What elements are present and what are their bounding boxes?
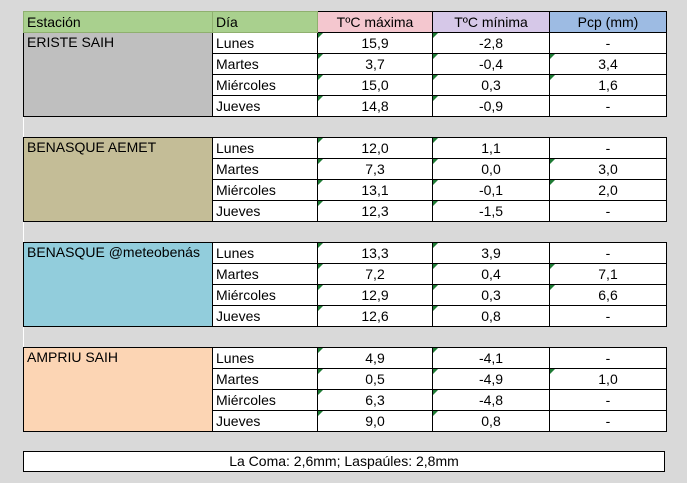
pcp-cell[interactable]: 1,6: [549, 74, 667, 96]
pcp-cell[interactable]: 3,0: [549, 158, 667, 180]
pcp-cell[interactable]: -: [549, 242, 667, 264]
tmin-cell[interactable]: 0,0: [432, 158, 550, 180]
table-row: Jueves 9,0 0,8-: [24, 410, 667, 432]
tmax-cell[interactable]: 12,9: [317, 284, 433, 306]
table-row: Miércoles 12,9 0,3 6,6: [24, 284, 667, 306]
pcp-cell[interactable]: 7,1: [549, 263, 667, 285]
weather-table: Estación Día TºC máxima TºC mínima Pcp (…: [23, 11, 667, 432]
pcp-cell[interactable]: -: [549, 389, 667, 411]
tmax-cell[interactable]: 13,1: [317, 179, 433, 201]
tmax-cell[interactable]: 15,9: [317, 32, 433, 54]
table-row: Martes 3,7 -0,4 3,4: [24, 53, 667, 75]
tmin-cell[interactable]: 0,8: [432, 410, 550, 432]
day-cell[interactable]: Miércoles: [212, 74, 318, 96]
tmax-cell[interactable]: 4,9: [317, 347, 433, 369]
table-row: Martes 7,2 0,4 7,1: [24, 263, 667, 285]
pcp-cell[interactable]: -: [549, 95, 667, 117]
day-cell[interactable]: Miércoles: [212, 284, 318, 306]
pcp-cell[interactable]: -: [549, 137, 667, 159]
pcp-cell[interactable]: 1,0: [549, 368, 667, 390]
tmax-cell[interactable]: 15,0: [317, 74, 433, 96]
spacer-cell: [23, 221, 667, 243]
tmin-cell[interactable]: 0,3: [432, 284, 550, 306]
tmin-cell[interactable]: 0,4: [432, 263, 550, 285]
tmax-cell[interactable]: 0,5: [317, 368, 433, 390]
station-name-cell[interactable]: BENASQUE AEMET: [23, 137, 213, 222]
tmin-cell[interactable]: 0,3: [432, 74, 550, 96]
tmax-cell[interactable]: 7,2: [317, 263, 433, 285]
tmin-cell[interactable]: 1,1: [432, 137, 550, 159]
day-cell[interactable]: Jueves: [212, 95, 318, 117]
pcp-cell[interactable]: 2,0: [549, 179, 667, 201]
tmax-cell[interactable]: 14,8: [317, 95, 433, 117]
spacer-row: [23, 221, 667, 243]
station-name-cell[interactable]: AMPRIU SAIH: [23, 347, 213, 432]
table-body: ERISTE SAIH Lunes 15,9 -2,8- Martes 3,7 -0,4 3,…: [23, 32, 667, 432]
pcp-cell[interactable]: -: [549, 305, 667, 327]
table-row: Miércoles 6,3 -4,8-: [24, 389, 667, 411]
spacer-cell: [23, 116, 667, 138]
table-row: Jueves 14,8 -0,9-: [24, 95, 667, 117]
tmin-cell[interactable]: -0,1: [432, 179, 550, 201]
pcp-cell[interactable]: 3,4: [549, 53, 667, 75]
header-tmax[interactable]: TºC máxima: [317, 11, 433, 33]
day-cell[interactable]: Martes: [212, 158, 318, 180]
tmax-cell[interactable]: 9,0: [317, 410, 433, 432]
table-row: Martes 7,3 0,0 3,0: [24, 158, 667, 180]
tmin-cell[interactable]: -2,8: [432, 32, 550, 54]
table-row: AMPRIU SAIH Lunes 4,9 -4,1-: [23, 347, 667, 432]
table-row: ERISTE SAIH Lunes 15,9 -2,8-: [23, 32, 667, 117]
tmin-cell[interactable]: -0,9: [432, 95, 550, 117]
table-row: BENASQUE AEMET Lunes 12,0 1,1-: [23, 137, 667, 222]
tmin-cell[interactable]: -0,4: [432, 53, 550, 75]
pcp-cell[interactable]: -: [549, 32, 667, 54]
header-pcp[interactable]: Pcp (mm): [549, 11, 667, 33]
tmax-cell[interactable]: 12,0: [317, 137, 433, 159]
tmax-cell[interactable]: 12,3: [317, 200, 433, 222]
header-station[interactable]: Estación: [23, 11, 213, 33]
day-cell[interactable]: Jueves: [212, 200, 318, 222]
day-cell[interactable]: Jueves: [212, 305, 318, 327]
day-cell[interactable]: Miércoles: [212, 179, 318, 201]
day-cell[interactable]: Lunes: [212, 32, 318, 54]
spacer-row: [23, 326, 667, 348]
day-cell[interactable]: Lunes: [212, 242, 318, 264]
table-row: Jueves 12,6 0,8-: [24, 305, 667, 327]
station-name-cell[interactable]: BENASQUE @meteobenás: [23, 242, 213, 327]
day-cell[interactable]: Jueves: [212, 410, 318, 432]
pcp-cell[interactable]: -: [549, 200, 667, 222]
tmin-cell[interactable]: -4,9: [432, 368, 550, 390]
header-tmin[interactable]: TºC mínima: [432, 11, 550, 33]
tmin-cell[interactable]: 0,8: [432, 305, 550, 327]
tmax-cell[interactable]: 12,6: [317, 305, 433, 327]
day-cell[interactable]: Martes: [212, 263, 318, 285]
day-cell[interactable]: Lunes: [212, 137, 318, 159]
table-row: Jueves 12,3 -1,5-: [24, 200, 667, 222]
pcp-cell[interactable]: -: [549, 410, 667, 432]
table-row: BENASQUE @meteobenás Lunes 13,3 3,9-: [23, 242, 667, 327]
spacer-cell: [23, 326, 667, 348]
tmax-cell[interactable]: 6,3: [317, 389, 433, 411]
pcp-cell[interactable]: -: [549, 347, 667, 369]
spacer-row: [23, 116, 667, 138]
tmax-cell[interactable]: 7,3: [317, 158, 433, 180]
tmin-cell[interactable]: -4,1: [432, 347, 550, 369]
header-day[interactable]: Día: [212, 11, 318, 33]
station-name-cell[interactable]: ERISTE SAIH: [23, 32, 213, 117]
table-row: Miércoles 15,0 0,3 1,6: [24, 74, 667, 96]
tmin-cell[interactable]: -4,8: [432, 389, 550, 411]
tmin-cell[interactable]: -1,5: [432, 200, 550, 222]
tmax-cell[interactable]: 3,7: [317, 53, 433, 75]
tmin-cell[interactable]: 3,9: [432, 242, 550, 264]
spreadsheet-table-area: Estación Día TºC máxima TºC mínima Pcp (…: [23, 11, 667, 432]
pcp-cell[interactable]: 6,6: [549, 284, 667, 306]
day-cell[interactable]: Miércoles: [212, 389, 318, 411]
footer-note-cell[interactable]: La Coma: 2,6mm; Laspaúles: 2,8mm: [23, 451, 665, 472]
day-cell[interactable]: Martes: [212, 53, 318, 75]
day-cell[interactable]: Martes: [212, 368, 318, 390]
header-row: Estación Día TºC máxima TºC mínima Pcp (…: [23, 11, 667, 33]
tmax-cell[interactable]: 13,3: [317, 242, 433, 264]
day-cell[interactable]: Lunes: [212, 347, 318, 369]
